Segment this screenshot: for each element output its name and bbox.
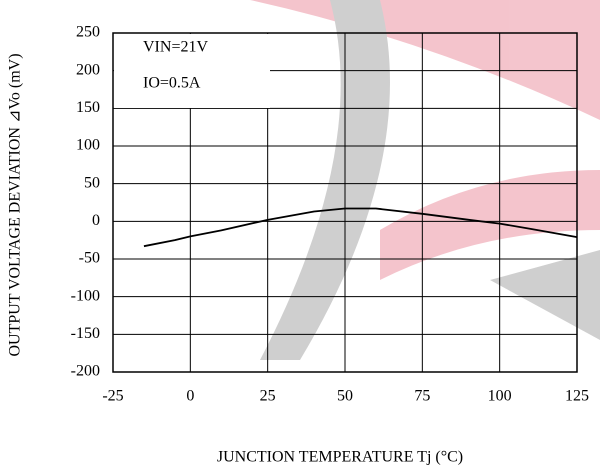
watermark <box>250 0 600 360</box>
annotation: IO=0.5A <box>143 75 201 92</box>
data-line <box>143 207 578 248</box>
x-tick-label: 100 <box>488 388 512 405</box>
y-tick-label: 0 <box>92 212 100 229</box>
x-tick-label: -25 <box>102 388 123 405</box>
x-tick-label: 75 <box>414 388 430 405</box>
y-tick-label: -100 <box>71 287 100 304</box>
y-tick-label: 100 <box>76 137 100 154</box>
x-tick-label: 125 <box>565 388 589 405</box>
annotation: VIN=21V <box>143 39 208 56</box>
y-tick-label: -200 <box>71 363 100 380</box>
y-tick-label: 250 <box>76 24 100 41</box>
annotation-box <box>114 34 270 108</box>
x-tick-label: 25 <box>260 388 276 405</box>
x-tick-label: 50 <box>337 388 353 405</box>
y-tick-label: -150 <box>71 325 100 342</box>
x-axis-label: JUNCTION TEMPERATURE Tj (°C) <box>217 449 463 466</box>
plot-frame <box>112 32 578 373</box>
x-tick-label: 0 <box>186 388 194 405</box>
y-tick-label: -50 <box>79 250 100 267</box>
y-tick-label: 150 <box>76 99 100 116</box>
y-axis-label: OUTPUT VOLTAGE DEVIATION ⊿Vo (mV) <box>7 53 24 356</box>
y-tick-label: 50 <box>84 174 100 191</box>
y-tick-label: 200 <box>76 61 100 78</box>
